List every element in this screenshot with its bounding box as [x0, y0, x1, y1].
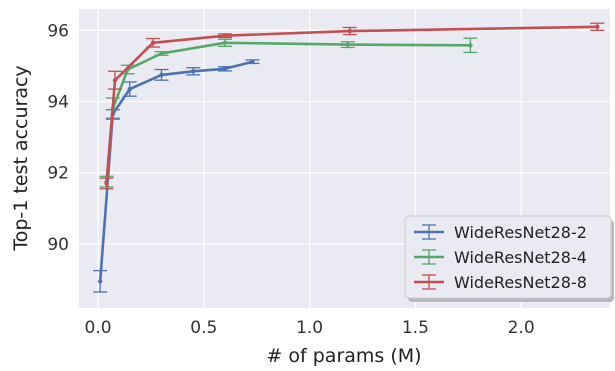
- series-wideresnet28-8: [99, 22, 605, 190]
- data-point: [222, 33, 228, 38]
- data-point: [250, 59, 255, 64]
- x-tick-labels: 0.0 0.5 1.0 1.5 2.0: [85, 318, 535, 338]
- x-tick-label: 2.0: [508, 318, 535, 338]
- y-tick-labels: 90 92 94 96: [47, 21, 69, 255]
- legend-entry: WideResNet28-2: [414, 223, 587, 242]
- legend-entry: WideResNet28-8: [414, 273, 587, 292]
- series-layer: [93, 22, 605, 293]
- data-point: [222, 66, 228, 72]
- data-point: [150, 40, 156, 46]
- legend: WideResNet28-2 WideResNet28-4 WideResNet28…: [404, 215, 614, 302]
- data-point: [97, 279, 103, 284]
- data-point: [159, 72, 164, 78]
- data-point: [191, 69, 196, 74]
- data-point: [468, 43, 473, 48]
- series-line: [105, 25, 598, 184]
- y-tick-label: 90: [47, 235, 69, 255]
- legend-label: WideResNet28-2: [454, 223, 587, 242]
- data-point: [112, 77, 118, 83]
- legend-entry: WideResNet28-4: [414, 248, 587, 267]
- data-point: [345, 42, 350, 47]
- x-tick-label: 1.0: [296, 318, 323, 338]
- x-axis-label: # of params (M): [266, 345, 421, 367]
- y-tick-label: 96: [47, 21, 69, 41]
- data-point: [222, 40, 228, 46]
- legend-label: WideResNet28-8: [454, 273, 587, 292]
- legend-box: [404, 215, 612, 299]
- y-tick-label: 94: [47, 93, 69, 113]
- y-axis-label: Top-1 test accuracy: [10, 65, 32, 251]
- x-tick-label: 1.5: [402, 318, 429, 338]
- data-point: [347, 28, 352, 34]
- grid-lines: [79, 9, 610, 308]
- legend-label: WideResNet28-4: [454, 248, 587, 267]
- data-point: [595, 24, 600, 29]
- x-tick-label: 0.5: [190, 318, 217, 338]
- data-point: [127, 86, 132, 92]
- data-point: [104, 181, 109, 186]
- x-tick-label: 0.0: [85, 318, 112, 338]
- y-tick-label: 92: [47, 164, 69, 184]
- data-point: [159, 51, 164, 56]
